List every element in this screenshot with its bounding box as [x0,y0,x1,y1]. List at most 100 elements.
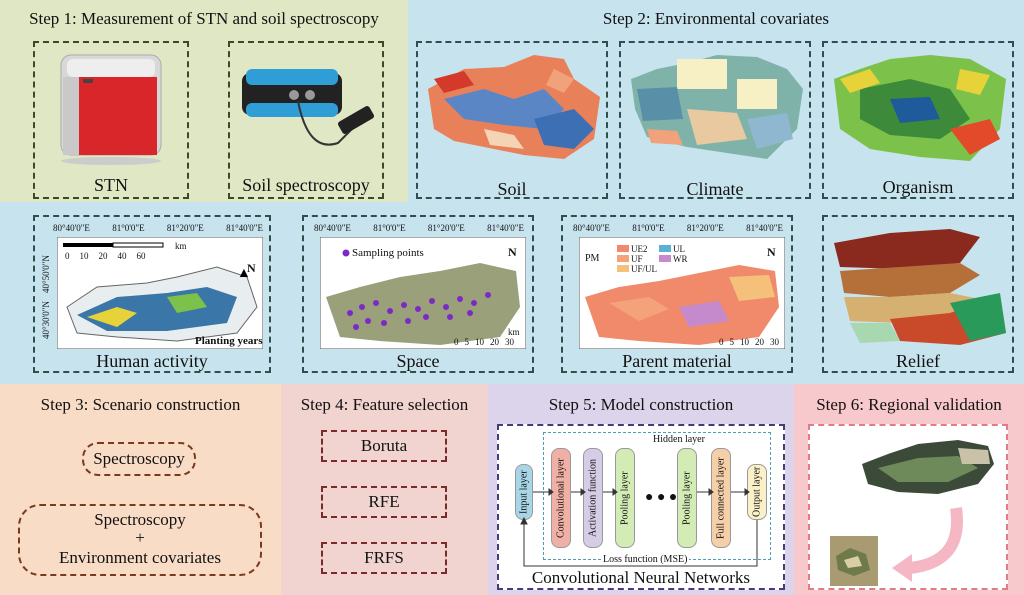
svg-text:▲: ▲ [237,266,251,281]
lon-tick: 81°20'0"E [166,223,204,233]
soil-box: Soil [416,41,608,199]
human-activity-caption: Human activity [96,351,208,371]
ellipsis-dots: ● ● ● [645,490,678,505]
space-box: 80°40'0"E 81°0'0"E 81°20'0"E 81°40'0"E S… [302,215,534,373]
space-map [320,237,526,349]
organism-map [834,55,1006,161]
scale-label: 20 [755,337,764,347]
lon-tick: 81°40'0"E [226,223,263,233]
human-activity-box: 80°40'0"E 81°0'0"E 81°20'0"E 81°40'0"E 4… [33,215,271,373]
lon-tick: 81°0'0"E [112,223,145,233]
step3-panel: Step 3: Scenario construction Spectrosco… [0,384,281,595]
spectroscopy-caption: Soil spectroscopy [242,175,370,195]
step3-title: Step 3: Scenario construction [40,395,241,414]
spectrometer-image [242,69,374,146]
pm-legend-item: UE2 [631,244,648,254]
stn-caption: STN [93,175,128,195]
cnn-arrows [520,488,758,567]
human-lat-tick: 40°30'0"N [40,301,51,339]
scenario-combined-label-1: Spectroscopy [94,510,186,529]
frfs-label: FRFS [364,548,404,567]
space-scale-unit: km [508,327,520,337]
validation-satellite-image [830,536,878,586]
stn-instrument-image [60,54,162,165]
step2-title: Step 2: Environmental covariates [602,9,830,28]
planting-years-label: Planting years [195,335,263,347]
pm-label: PM [585,253,600,264]
human-scale-unit: km [175,241,187,251]
scale-label: 10 [740,337,749,347]
cnn-box: Hidden layer Input layer Convolutional l… [497,424,785,590]
parent-material-caption: Parent material [622,351,732,371]
human-lat-tick: 40°50'0"N [40,255,51,293]
hidden-layer-label: Hidden layer [653,434,705,445]
frfs-box: FRFS [321,542,447,574]
lon-tick: 81°40'0"E [746,223,783,233]
scale-label: 5 [464,337,470,347]
loss-function-label: Loss function (MSE) [601,554,690,565]
climate-caption: Climate [686,179,744,199]
human-activity-map: ▲ [57,237,263,349]
lon-tick: 81°0'0"E [632,223,665,233]
scale-label: 10 [79,251,89,261]
scenario-spectroscopy-box: Spectroscopy [82,442,196,476]
step6-title: Step 6: Regional validation [816,395,1002,414]
scale-label: 10 [475,337,484,347]
step4-title: Step 4: Feature selection [300,395,469,414]
parent-material-box: 80°40'0"E 81°0'0"E 81°20'0"E 81°40'0"E P… [561,215,793,373]
soil-map [428,55,600,159]
sampling-points-label: Sampling points [352,247,424,259]
step1-title: Step 1: Measurement of STN and soil spec… [29,9,379,28]
lon-tick: 81°0'0"E [373,223,406,233]
scale-label: 30 [770,337,779,347]
organism-box: Organism [822,41,1014,199]
scale-label: 20 [98,251,108,261]
validation-map [862,440,994,494]
curved-arrow-icon [892,507,963,582]
human-scale-labels: 0 10 20 40 60 [65,251,146,261]
rfe-label: RFE [368,492,400,511]
lon-tick: 81°20'0"E [427,223,465,233]
pm-legend-item: UF/UL [631,264,658,274]
scale-label: 20 [490,337,499,347]
organism-caption: Organism [882,177,954,197]
lon-tick: 81°40'0"E [487,223,524,233]
scale-label: 0 [719,337,724,347]
space-north-arrow: N [508,245,517,259]
soil-caption: Soil [497,179,527,199]
scale-label: 40 [117,251,127,261]
climate-box: Climate [619,41,811,199]
pm-legend-item: WR [673,254,688,264]
lon-tick: 81°20'0"E [686,223,724,233]
relief-box: Relief [822,215,1014,373]
step5-title: Step 5: Model construction [548,395,734,414]
scale-label: 60 [136,251,146,261]
scale-label: 0 [65,251,70,261]
boruta-box: Boruta [321,430,447,462]
boruta-label: Boruta [360,436,408,455]
scenario-combined-box: Spectroscopy + Environment covariates [18,504,262,576]
space-lon-ticks: 80°40'0"E 81°0'0"E 81°20'0"E 81°40'0"E [314,223,524,233]
relief-caption: Relief [896,351,940,371]
spectroscopy-box: Soil spectroscopy [228,41,384,199]
climate-map [631,55,803,159]
space-scale-labels: 0 5 10 20 30 [454,337,514,347]
step4-panel: Step 4: Feature selection Boruta RFE FRF… [281,384,488,595]
scenario-spectroscopy-label: Spectroscopy [93,449,185,468]
step1-panel: Step 1: Measurement of STN and soil spec… [0,0,408,202]
rfe-box: RFE [321,486,447,518]
stn-box: STN [33,41,189,199]
lon-tick: 80°40'0"E [314,223,351,233]
scale-label: 0 [454,337,459,347]
step6-panel: Step 6: Regional validation [794,384,1024,595]
pm-legend-item: UL [673,244,685,254]
scale-label: 30 [505,337,514,347]
pm-legend-item: UF [631,254,643,264]
space-caption: Space [396,351,440,371]
relief-map [834,229,1006,345]
parent-lon-ticks: 80°40'0"E 81°0'0"E 81°20'0"E 81°40'0"E [573,223,783,233]
scale-label: 5 [729,337,735,347]
lon-tick: 80°40'0"E [53,223,90,233]
parent-north-arrow: N [767,245,776,259]
step5-panel: Step 5: Model construction Hidden layer … [488,384,794,595]
